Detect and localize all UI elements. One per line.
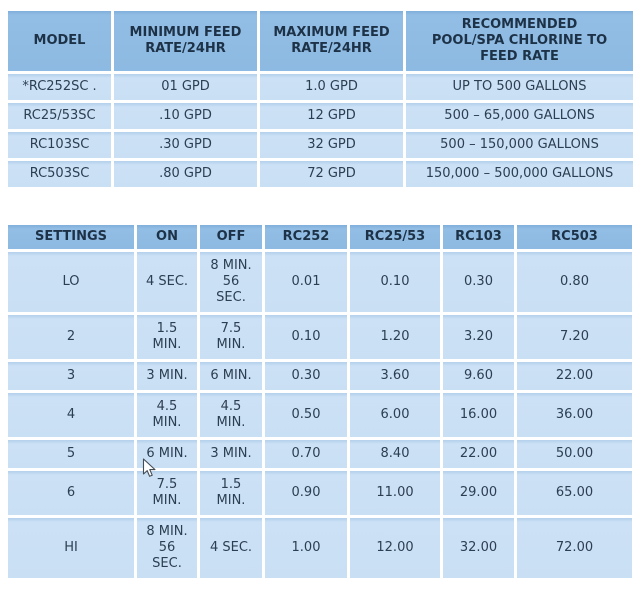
table-cell: 6 MIN. [200, 362, 262, 390]
table-cell: 3.20 [443, 315, 514, 359]
table-cell: 1.0 GPD [260, 74, 403, 100]
table-cell: 0.10 [265, 315, 347, 359]
column-header: RC25/53 [350, 225, 440, 249]
table-row: HI 8 MIN. 56 SEC. 4 SEC. 1.00 12.00 32.00 72.0… [8, 518, 632, 578]
table-cell: 3 MIN. [200, 440, 262, 468]
table-cell: 0.50 [265, 393, 347, 437]
table-cell: 22.00 [443, 440, 514, 468]
table-cell: 0.30 [443, 252, 514, 312]
table-cell: LO [8, 252, 134, 312]
table-cell: 22.00 [517, 362, 632, 390]
table-cell: 150,000 – 500,000 GALLONS [406, 161, 633, 187]
table-cell: 4 SEC. [200, 518, 262, 578]
table-cell: 0.80 [517, 252, 632, 312]
column-header: RECOMMENDED POOL/SPA CHLORINE TO FEED RA… [406, 11, 633, 71]
table-cell: 3.60 [350, 362, 440, 390]
column-header: RC252 [265, 225, 347, 249]
table-cell: 11.00 [350, 471, 440, 515]
table-cell: 0.70 [265, 440, 347, 468]
header-row: SETTINGS ON OFF RC252 RC25/53 RC103 RC503 [8, 225, 632, 249]
table-cell: 4.5 MIN. [137, 393, 197, 437]
settings-table: SETTINGS ON OFF RC252 RC25/53 RC103 RC503 LO 4 S… [5, 222, 635, 581]
column-header: OFF [200, 225, 262, 249]
table-row: RC503SC .80 GPD 72 GPD 150,000 – 500,000 GA… [8, 161, 633, 187]
table-cell: 29.00 [443, 471, 514, 515]
table-cell: 01 GPD [114, 74, 257, 100]
table-cell: RC25/53SC [8, 103, 111, 129]
table-cell: 6.00 [350, 393, 440, 437]
column-header: RC103 [443, 225, 514, 249]
table-cell: 1.20 [350, 315, 440, 359]
table-cell: 2 [8, 315, 134, 359]
column-header: MINIMUM FEED RATE/24HR [114, 11, 257, 71]
table-cell: 1.5 MIN. [137, 315, 197, 359]
table-cell: 0.30 [265, 362, 347, 390]
table-cell: UP TO 500 GALLONS [406, 74, 633, 100]
header-row: MODEL MINIMUM FEED RATE/24HR MAXIMUM FEED … [8, 11, 633, 71]
table-cell: 0.90 [265, 471, 347, 515]
table-cell: 32 GPD [260, 132, 403, 158]
table-cell: 4 SEC. [137, 252, 197, 312]
table-row: RC25/53SC .10 GPD 12 GPD 500 – 65,000 GALLO… [8, 103, 633, 129]
table-cell: 65.00 [517, 471, 632, 515]
table-cell: 12 GPD [260, 103, 403, 129]
table-cell: .10 GPD [114, 103, 257, 129]
table-cell: 0.10 [350, 252, 440, 312]
table-cell: 3 [8, 362, 134, 390]
column-header: SETTINGS [8, 225, 134, 249]
table-row: RC103SC .30 GPD 32 GPD 500 – 150,000 GALLON… [8, 132, 633, 158]
table-cell: 4 [8, 393, 134, 437]
table-cell: 50.00 [517, 440, 632, 468]
table-cell: 7.5 MIN. [200, 315, 262, 359]
table-row: LO 4 SEC. 8 MIN. 56 SEC. 0.01 0.10 0.30 0.80 [8, 252, 632, 312]
table-cell: 8 MIN. 56 SEC. [137, 518, 197, 578]
column-header: MODEL [8, 11, 111, 71]
table-cell: HI [8, 518, 134, 578]
table-cell: 1.5 MIN. [200, 471, 262, 515]
column-header: RC503 [517, 225, 632, 249]
mouse-cursor-icon [142, 458, 156, 477]
table-cell: RC103SC [8, 132, 111, 158]
table-row: 6 7.5 MIN. 1.5 MIN. 0.90 11.00 29.00 65.00 [8, 471, 632, 515]
table-cell: 32.00 [443, 518, 514, 578]
table-cell: .30 GPD [114, 132, 257, 158]
table-cell: 6 [8, 471, 134, 515]
table-row: 4 4.5 MIN. 4.5 MIN. 0.50 6.00 16.00 36.00 [8, 393, 632, 437]
table-cell: 1.00 [265, 518, 347, 578]
table-cell: 9.60 [443, 362, 514, 390]
column-header: ON [137, 225, 197, 249]
table-cell: 8 MIN. 56 SEC. [200, 252, 262, 312]
table-cell: 4.5 MIN. [200, 393, 262, 437]
table-cell: 36.00 [517, 393, 632, 437]
table-cell: RC503SC [8, 161, 111, 187]
table-cell: 500 – 150,000 GALLONS [406, 132, 633, 158]
table-cell: 3 MIN. [137, 362, 197, 390]
table-cell: 12.00 [350, 518, 440, 578]
table-cell: 5 [8, 440, 134, 468]
table-cell: 8.40 [350, 440, 440, 468]
table-cell: 16.00 [443, 393, 514, 437]
column-header: MAXIMUM FEED RATE/24HR [260, 11, 403, 71]
table-cell: 7.20 [517, 315, 632, 359]
table-cell: .80 GPD [114, 161, 257, 187]
table-cell: 500 – 65,000 GALLONS [406, 103, 633, 129]
table-cell: 72 GPD [260, 161, 403, 187]
table-cell: 7.5 MIN. [137, 471, 197, 515]
table-row: *RC252SC . 01 GPD 1.0 GPD UP TO 500 GALLONS [8, 74, 633, 100]
table-cell: 0.01 [265, 252, 347, 312]
table-row: 2 1.5 MIN. 7.5 MIN. 0.10 1.20 3.20 7.20 [8, 315, 632, 359]
feed-rate-table: MODEL MINIMUM FEED RATE/24HR MAXIMUM FEED … [5, 8, 636, 190]
table-cell: 72.00 [517, 518, 632, 578]
table-cell: *RC252SC . [8, 74, 111, 100]
